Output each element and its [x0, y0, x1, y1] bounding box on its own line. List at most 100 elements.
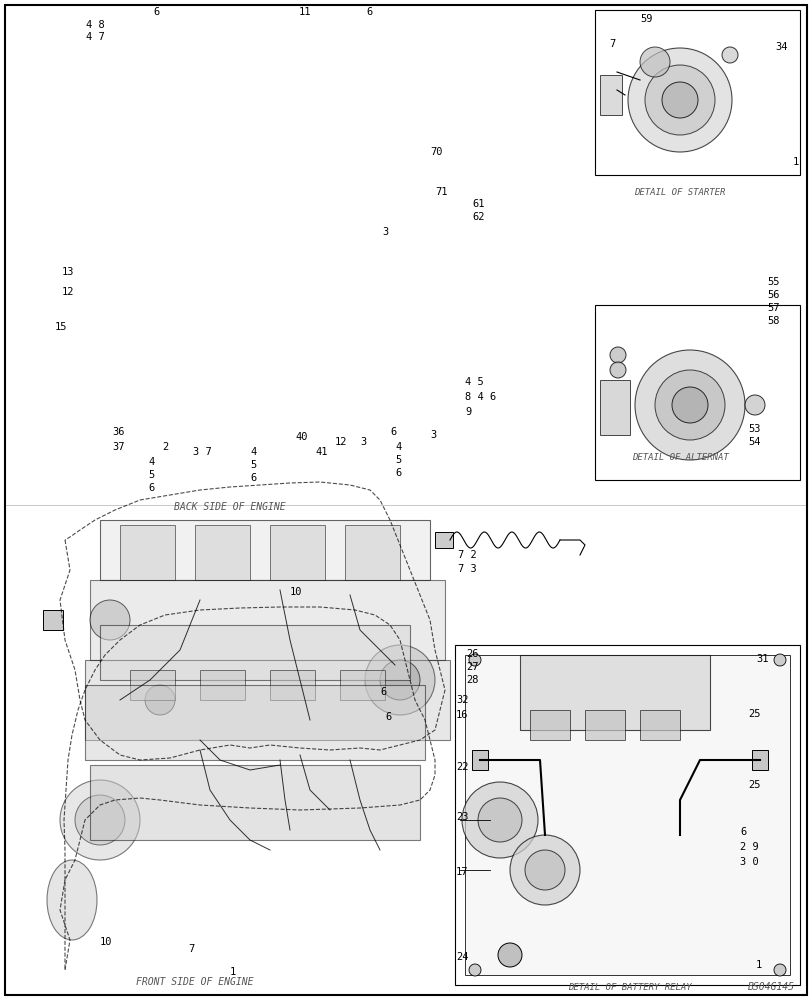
Text: 3: 3	[381, 227, 388, 237]
Bar	[100, 520, 430, 580]
Text: 36: 36	[112, 427, 124, 437]
Circle shape	[509, 835, 579, 905]
Text: 2 9: 2 9	[739, 842, 757, 852]
Bar	[85, 685, 424, 760]
Text: 2: 2	[162, 442, 168, 452]
Text: 12: 12	[62, 287, 75, 297]
Circle shape	[497, 943, 521, 967]
Circle shape	[380, 660, 419, 700]
Text: 10: 10	[290, 587, 303, 597]
Bar	[639, 710, 679, 740]
Bar	[340, 670, 384, 700]
Circle shape	[60, 780, 139, 860]
Text: 27: 27	[466, 662, 478, 672]
Text: 24: 24	[456, 952, 468, 962]
Text: 1: 1	[792, 157, 798, 167]
Text: 6: 6	[154, 7, 160, 17]
Circle shape	[744, 395, 764, 415]
Bar	[200, 670, 245, 700]
Circle shape	[365, 645, 435, 715]
Bar	[85, 660, 449, 740]
Text: 6: 6	[389, 427, 396, 437]
Bar	[465, 655, 789, 975]
Text: 31: 31	[755, 654, 767, 664]
Text: 4: 4	[148, 457, 154, 467]
Circle shape	[627, 48, 731, 152]
Text: 6: 6	[739, 827, 745, 837]
Bar	[751, 750, 767, 770]
Text: 12: 12	[335, 437, 347, 447]
Circle shape	[461, 782, 538, 858]
Text: 7 2: 7 2	[457, 550, 476, 560]
Circle shape	[721, 47, 737, 63]
Text: 25: 25	[747, 709, 760, 719]
Text: 41: 41	[315, 447, 327, 457]
Bar	[43, 610, 63, 630]
Text: 6: 6	[384, 712, 391, 722]
Text: 62: 62	[471, 212, 484, 222]
Text: 70: 70	[430, 147, 442, 157]
Text: 61: 61	[471, 199, 484, 209]
Bar	[594, 305, 799, 480]
Circle shape	[634, 350, 744, 460]
Circle shape	[609, 362, 625, 378]
Bar	[471, 750, 487, 770]
Circle shape	[661, 82, 697, 118]
Text: 5: 5	[250, 460, 256, 470]
Text: 1: 1	[230, 967, 236, 977]
Bar	[530, 710, 569, 740]
Text: DETAIL OF STARTER: DETAIL OF STARTER	[633, 188, 725, 197]
Bar	[584, 710, 624, 740]
Bar	[435, 532, 453, 548]
Bar	[519, 655, 709, 730]
Text: 4: 4	[394, 442, 401, 452]
Text: 53: 53	[747, 424, 760, 434]
Bar	[599, 380, 629, 435]
Text: 17: 17	[456, 867, 468, 877]
Circle shape	[75, 795, 125, 845]
Bar	[195, 525, 250, 580]
Text: 26: 26	[466, 649, 478, 659]
Text: 54: 54	[747, 437, 760, 447]
Text: 59: 59	[639, 14, 652, 24]
Text: 3 0: 3 0	[739, 857, 757, 867]
Circle shape	[639, 47, 669, 77]
Text: 25: 25	[747, 780, 760, 790]
Circle shape	[525, 850, 564, 890]
Text: 1: 1	[755, 960, 762, 970]
Text: 7: 7	[608, 39, 615, 49]
Text: 3: 3	[430, 430, 436, 440]
Text: 32: 32	[456, 695, 468, 705]
Circle shape	[90, 600, 130, 640]
Text: 6: 6	[148, 483, 154, 493]
Text: 4 5: 4 5	[465, 377, 483, 387]
Text: 57: 57	[766, 303, 779, 313]
Bar	[90, 765, 419, 840]
Text: 71: 71	[435, 187, 447, 197]
Text: 8 4 6: 8 4 6	[465, 392, 496, 402]
Circle shape	[609, 347, 625, 363]
Bar	[120, 525, 175, 580]
Text: 23: 23	[456, 812, 468, 822]
Text: DETAIL OF BATTERY RELAY: DETAIL OF BATTERY RELAY	[568, 983, 691, 992]
Bar	[594, 10, 799, 175]
Bar	[100, 625, 410, 680]
Circle shape	[469, 964, 480, 976]
Circle shape	[644, 65, 714, 135]
Text: 15: 15	[55, 322, 67, 332]
Bar	[345, 525, 400, 580]
Circle shape	[654, 370, 724, 440]
Circle shape	[672, 387, 707, 423]
Text: 10: 10	[100, 937, 113, 947]
Text: 40: 40	[294, 432, 307, 442]
Circle shape	[478, 798, 521, 842]
Bar	[270, 670, 315, 700]
Bar	[130, 670, 175, 700]
Circle shape	[773, 964, 785, 976]
Text: 6: 6	[250, 473, 256, 483]
Text: 3: 3	[359, 437, 366, 447]
Bar	[454, 645, 799, 985]
Text: DETAIL OF ALTERNAT: DETAIL OF ALTERNAT	[631, 453, 727, 462]
Text: 4 8: 4 8	[85, 20, 105, 30]
Text: BS04G145: BS04G145	[747, 982, 794, 992]
